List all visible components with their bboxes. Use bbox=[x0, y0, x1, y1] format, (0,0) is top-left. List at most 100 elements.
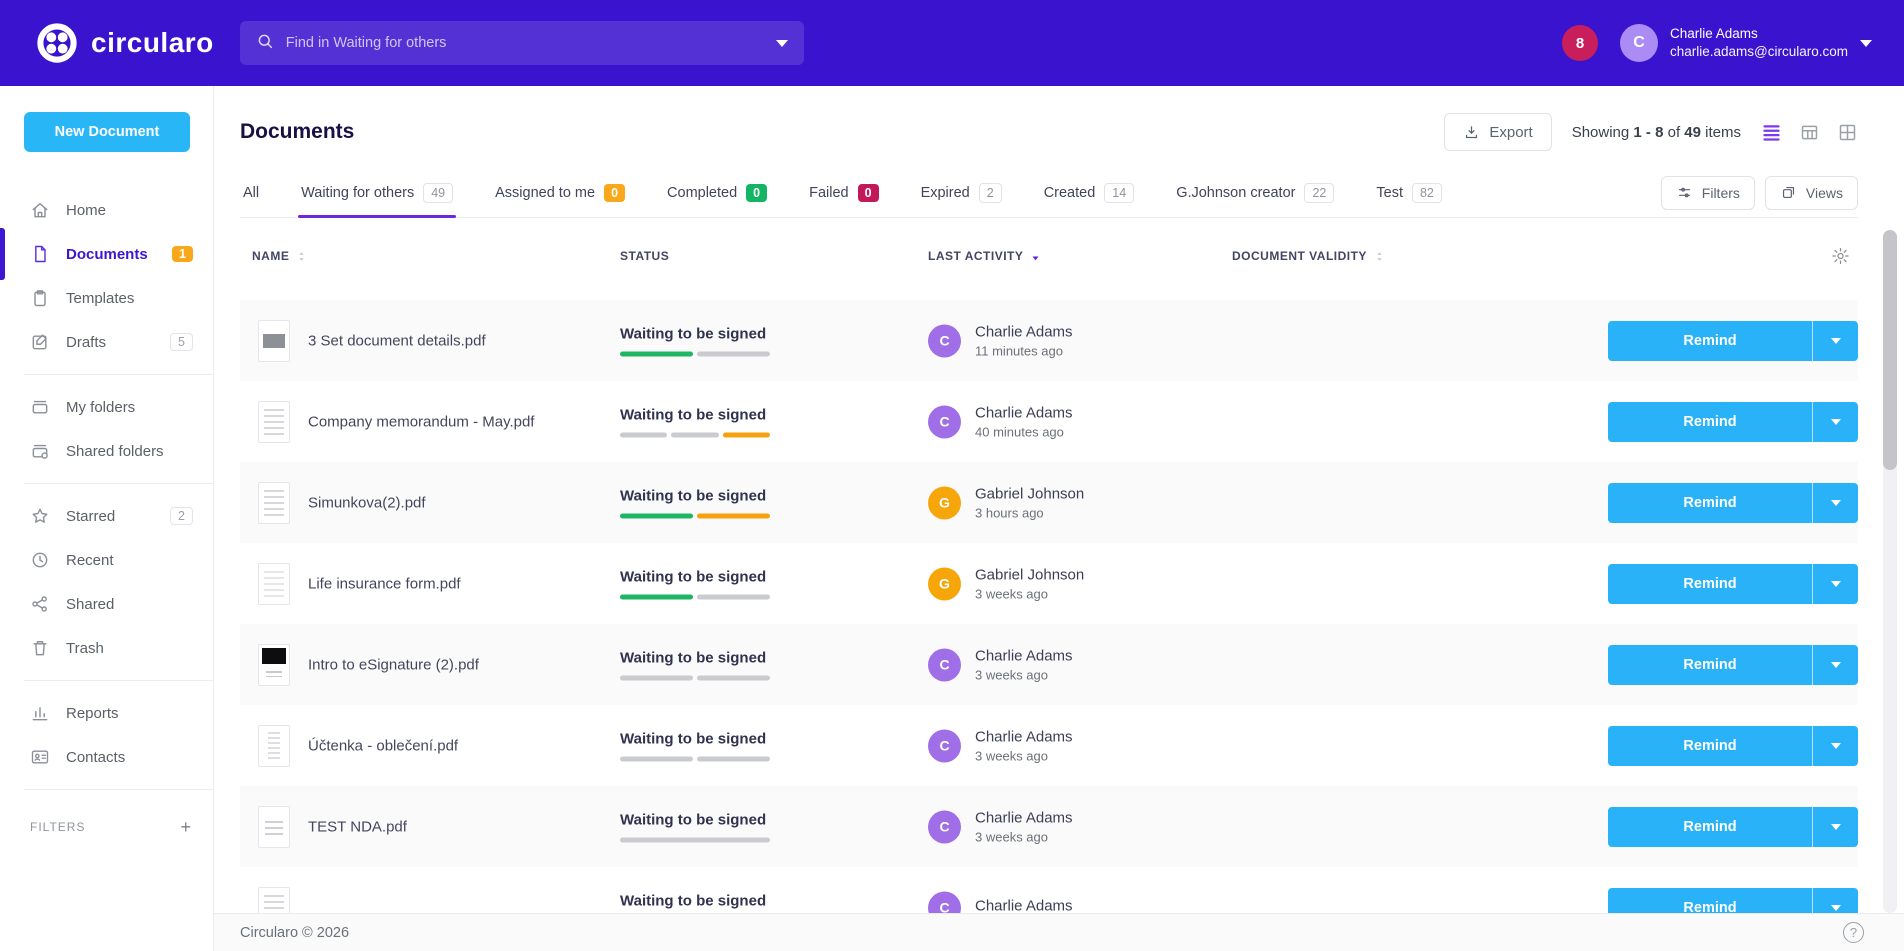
last-activity-cell: C Charlie Adams 3 weeks ago bbox=[928, 728, 1073, 763]
tab-failed[interactable]: Failed 0 bbox=[806, 168, 881, 217]
remind-dropdown-button[interactable] bbox=[1812, 401, 1858, 442]
list-view-icon[interactable] bbox=[1761, 122, 1782, 143]
sidebar-item-reports[interactable]: Reports bbox=[0, 691, 213, 735]
progress-segment bbox=[620, 756, 693, 761]
actor-avatar: C bbox=[928, 810, 961, 843]
sidebar-divider bbox=[24, 374, 213, 375]
tab-created[interactable]: Created 14 bbox=[1041, 168, 1138, 217]
table-row[interactable]: Účtenka - oblečení.pdf Waiting to be sign… bbox=[240, 705, 1858, 786]
progress-segment bbox=[620, 513, 693, 518]
sidebar-item-documents[interactable]: Documents 1 bbox=[0, 228, 213, 280]
tab-assigned-to-me[interactable]: Assigned to me 0 bbox=[492, 168, 628, 217]
user-email: charlie.adams@circularo.com bbox=[1669, 44, 1848, 59]
sidebar-item-label: Templates bbox=[66, 289, 135, 307]
table-row[interactable]: Life insurance form.pdf Waiting to be sig… bbox=[240, 543, 1858, 624]
search-input[interactable] bbox=[285, 35, 764, 51]
remind-button[interactable]: Remind bbox=[1608, 887, 1812, 913]
remind-button[interactable]: Remind bbox=[1608, 725, 1812, 766]
remind-dropdown-button[interactable] bbox=[1812, 563, 1858, 604]
column-settings-gear-icon[interactable] bbox=[1831, 247, 1850, 266]
tab-waiting-for-others[interactable]: Waiting for others 49 bbox=[298, 168, 457, 218]
remind-button[interactable]: Remind bbox=[1608, 563, 1812, 604]
sidebar-item-shared[interactable]: Shared bbox=[0, 582, 213, 626]
sidebar-item-my-folders[interactable]: My folders bbox=[0, 385, 213, 429]
remind-button[interactable]: Remind bbox=[1608, 401, 1812, 442]
sidebar-item-recent[interactable]: Recent bbox=[0, 538, 213, 582]
help-icon[interactable]: ? bbox=[1843, 922, 1864, 943]
remind-dropdown-button[interactable] bbox=[1812, 887, 1858, 913]
tab-test[interactable]: Test 82 bbox=[1373, 168, 1445, 217]
notifications-badge[interactable]: 8 bbox=[1561, 25, 1598, 61]
new-document-button[interactable]: New Document bbox=[24, 112, 190, 152]
remind-button[interactable]: Remind bbox=[1608, 806, 1812, 847]
copyright-text: Circularo © 2026 bbox=[240, 924, 350, 941]
remind-button[interactable]: Remind bbox=[1608, 644, 1812, 685]
remind-button-group: Remind bbox=[1608, 563, 1858, 604]
sidebar-item-trash[interactable]: Trash bbox=[0, 626, 213, 670]
app-logo[interactable]: circularo bbox=[36, 22, 214, 64]
table-row[interactable]: Company memorandum - May.pdf Waiting to b… bbox=[240, 381, 1858, 462]
search-scope-caret-icon[interactable] bbox=[775, 39, 788, 47]
sidebar-item-starred[interactable]: Starred 2 bbox=[0, 494, 213, 538]
table-row[interactable]: Waiting to be signed C Charlie Adams Remind bbox=[240, 867, 1858, 913]
document-name[interactable]: Účtenka - oblečení.pdf bbox=[308, 737, 459, 754]
table-row[interactable]: Intro to eSignature (2).pdf Waiting to be… bbox=[240, 624, 1858, 705]
scrollbar-track[interactable] bbox=[1883, 230, 1897, 913]
tab-completed[interactable]: Completed 0 bbox=[664, 168, 770, 217]
remind-button[interactable]: Remind bbox=[1608, 482, 1812, 523]
table-row[interactable]: TEST NDA.pdf Waiting to be signed C Charlie… bbox=[240, 786, 1858, 867]
user-menu[interactable]: C Charlie Adams charlie.adams@circularo.… bbox=[1619, 24, 1872, 62]
grid-view-icon[interactable] bbox=[1837, 122, 1858, 143]
document-name[interactable]: Intro to eSignature (2).pdf bbox=[308, 656, 479, 673]
table-row[interactable]: 3 Set document details.pdf Waiting to be … bbox=[240, 300, 1858, 381]
table-row[interactable]: Simunkova(2).pdf Waiting to be signed G Gab… bbox=[240, 462, 1858, 543]
column-header-status[interactable]: STATUS bbox=[620, 249, 670, 263]
tab-g-johnson-creator[interactable]: G.Johnson creator 22 bbox=[1173, 168, 1337, 217]
remind-dropdown-button[interactable] bbox=[1812, 644, 1858, 685]
add-filter-icon[interactable]: + bbox=[180, 817, 191, 837]
signature-progress bbox=[620, 837, 770, 842]
column-header-last-activity[interactable]: LAST ACTIVITY bbox=[928, 249, 1042, 263]
export-button[interactable]: Export bbox=[1444, 113, 1552, 151]
tab-label: Failed bbox=[809, 184, 849, 201]
tab-expired[interactable]: Expired 2 bbox=[918, 168, 1005, 217]
sidebar-item-contacts[interactable]: Contacts bbox=[0, 735, 213, 779]
remind-dropdown-button[interactable] bbox=[1812, 806, 1858, 847]
document-name[interactable]: Life insurance form.pdf bbox=[308, 575, 461, 592]
export-label: Export bbox=[1489, 123, 1533, 141]
column-header-document-validity[interactable]: DOCUMENT VALIDITY bbox=[1232, 249, 1386, 263]
tabs: All Waiting for others 49 Assigned to me 0 Co… bbox=[240, 168, 1481, 218]
remind-dropdown-button[interactable] bbox=[1812, 482, 1858, 523]
main-content: Documents Export Showing 1 - 8 of 49 ite… bbox=[214, 86, 1904, 951]
document-name[interactable]: Company memorandum - May.pdf bbox=[308, 413, 535, 430]
column-header-name[interactable]: NAME bbox=[252, 249, 308, 263]
actor-name: Charlie Adams bbox=[975, 897, 1073, 914]
scrollbar-thumb[interactable] bbox=[1883, 230, 1897, 470]
tab-count-badge: 49 bbox=[423, 182, 454, 203]
document-icon bbox=[30, 244, 50, 264]
last-activity-cell: C Charlie Adams bbox=[928, 891, 1073, 913]
activity-time: 11 minutes ago bbox=[975, 343, 1063, 358]
sidebar-item-home[interactable]: Home bbox=[0, 188, 213, 232]
search-icon bbox=[256, 32, 274, 55]
remind-dropdown-button[interactable] bbox=[1812, 320, 1858, 361]
sidebar-item-shared-folders[interactable]: Shared folders bbox=[0, 429, 213, 473]
document-name[interactable]: Simunkova(2).pdf bbox=[308, 494, 426, 511]
actor-name: Charlie Adams bbox=[975, 404, 1073, 421]
activity-time: 40 minutes ago bbox=[975, 424, 1064, 439]
activity-time: 3 weeks ago bbox=[975, 667, 1048, 682]
table-view-icon[interactable] bbox=[1799, 122, 1820, 143]
document-name[interactable]: 3 Set document details.pdf bbox=[308, 332, 486, 349]
chevron-down-icon bbox=[1830, 499, 1841, 506]
search-bar[interactable] bbox=[239, 21, 804, 65]
filters-button[interactable]: Filters bbox=[1660, 175, 1755, 210]
sidebar-item-templates[interactable]: Templates bbox=[0, 276, 213, 320]
document-name[interactable]: TEST NDA.pdf bbox=[308, 818, 407, 835]
sidebar-item-label: Drafts bbox=[66, 333, 107, 351]
remind-dropdown-button[interactable] bbox=[1812, 725, 1858, 766]
views-button[interactable]: Views bbox=[1764, 175, 1858, 210]
sidebar-item-drafts[interactable]: Drafts 5 bbox=[0, 320, 213, 364]
status-cell: Waiting to be signed bbox=[620, 730, 900, 761]
remind-button[interactable]: Remind bbox=[1608, 320, 1812, 361]
tab-all[interactable]: All bbox=[240, 168, 262, 217]
